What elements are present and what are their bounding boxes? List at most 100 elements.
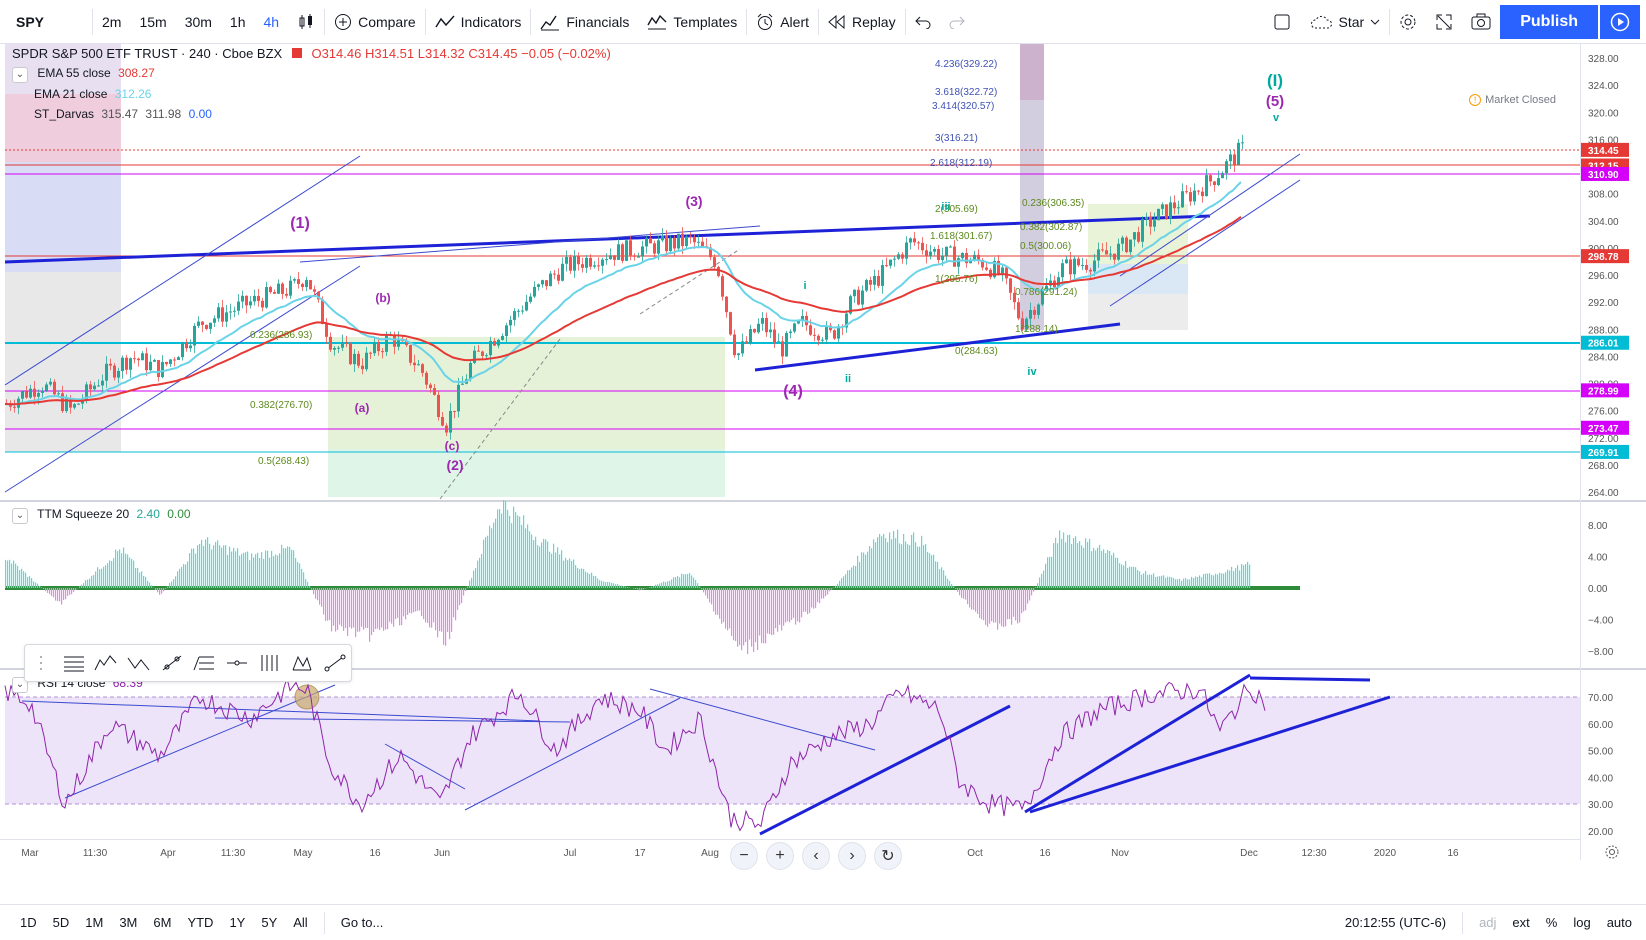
price-tag[interactable]: 314.45 [1581,142,1629,157]
rsi-trendline[interactable] [21,700,541,722]
wave-label[interactable]: (1) [290,215,310,232]
tool-fib-retracement[interactable] [58,646,91,680]
alert-button[interactable]: Alert [747,0,818,44]
range-1y[interactable]: 1Y [229,915,246,930]
fullscreen-button[interactable] [1426,0,1462,44]
range-1m[interactable]: 1M [85,915,104,930]
price-tag[interactable]: 269.91 [1581,444,1629,459]
range-5y[interactable]: 5Y [261,915,278,930]
trendline[interactable] [4,155,361,386]
undo-button[interactable] [906,0,940,44]
tool-elliott-impulse[interactable] [90,646,123,680]
wave-label[interactable]: (b) [375,291,390,305]
goto-button[interactable]: Go to... [340,915,384,930]
pane-separator[interactable] [0,500,1646,502]
symbol-search[interactable]: SPY [16,13,45,30]
collapse-legend-icon[interactable]: ⌄ [12,508,28,524]
trendline[interactable] [4,214,1211,264]
rsi-trendline[interactable] [649,688,876,751]
trendline[interactable] [1119,153,1301,277]
rsi-line[interactable] [4,676,1266,832]
collapse-legend-icon[interactable]: ⌄ [12,677,28,693]
tf-2m[interactable]: 2m [102,13,122,30]
tool-pattern[interactable] [286,646,319,680]
tool-vertical-lines[interactable] [253,646,286,680]
range-ytd[interactable]: YTD [187,915,214,930]
price-tag[interactable]: 310.90 [1581,166,1629,181]
pane-separator[interactable] [0,668,1646,670]
collapse-legend-icon[interactable]: ⌄ [12,67,28,83]
rsi-trendline[interactable] [64,684,336,799]
wave-label[interactable]: iv [1027,366,1037,378]
price-tag[interactable]: 298.78 [1581,249,1629,264]
price-tag[interactable]: 278.99 [1581,383,1629,398]
ema55-legend[interactable]: ⌄ EMA 55 close 308.27 [12,66,155,83]
wave-label[interactable]: (4) [783,383,803,400]
rsi-trendline[interactable] [1029,695,1391,814]
range-3m[interactable]: 3M [119,915,138,930]
wave-label[interactable]: (2) [446,457,463,473]
drag-handle[interactable] [25,646,58,680]
snapshot-button[interactable] [1462,0,1500,44]
tool-horizontal-line[interactable] [221,646,254,680]
rsi-marker[interactable] [294,684,320,710]
fullscreen-toggle-button[interactable] [1264,0,1300,44]
zoom-out-button[interactable]: − [730,842,758,870]
publish-button[interactable]: Publish [1500,4,1598,39]
range-all[interactable]: All [293,915,308,930]
percent-toggle[interactable]: % [1545,915,1558,930]
tf-15m[interactable]: 15m [139,13,167,30]
range-6m[interactable]: 6M [153,915,172,930]
clock[interactable]: 20:12:55 (UTC-6) [1344,915,1447,930]
rsi-trendline[interactable] [759,704,1011,836]
adj-toggle[interactable]: adj [1479,915,1497,930]
star-button[interactable]: Star [1300,0,1390,44]
trendline[interactable] [1109,179,1301,307]
tf-4h[interactable]: 4h [263,13,280,30]
darvas-legend[interactable]: ST_Darvas 315.47 311.98 0.00 [34,107,212,121]
range-1d[interactable]: 1D [20,915,37,930]
range-5d[interactable]: 5D [52,915,70,930]
financials-button[interactable]: Financials [531,0,638,44]
trendline[interactable] [754,322,1121,372]
ttm-legend[interactable]: ⌄ TTM Squeeze 20 2.40 0.00 [12,507,191,524]
wave-label[interactable]: (5) [1266,93,1284,110]
tool-trend-angle[interactable] [155,646,188,680]
templates-button[interactable]: Templates [638,0,746,44]
tool-elliott-correction[interactable] [123,646,156,680]
ext-toggle[interactable]: ext [1512,915,1530,930]
replay-button[interactable]: Replay [819,0,905,44]
wave-label[interactable]: v [1273,112,1280,124]
chart-canvas[interactable]: 4.236(329.22) 3.618(322.72) 3.414(320.57) 3… [0,40,1646,904]
settings-button[interactable] [1390,0,1426,44]
ema21-line[interactable] [4,181,1242,406]
tool-fib-extension[interactable] [188,646,221,680]
wave-label[interactable]: (I) [1267,71,1283,90]
redo-button[interactable] [940,0,974,44]
flag-icon[interactable] [291,48,302,58]
rsi-trendline[interactable] [214,717,571,723]
tf-1h[interactable]: 1h [229,13,246,30]
tf-30m[interactable]: 30m [184,13,212,30]
auto-toggle[interactable]: auto [1606,915,1632,930]
indicators-button[interactable]: Indicators [426,0,531,44]
wave-label[interactable]: i [803,280,806,292]
ema21-legend[interactable]: EMA 21 close 312.26 [34,87,151,101]
wave-label[interactable]: (3) [685,193,702,209]
rsi-trendline[interactable] [384,743,466,790]
stream-button[interactable] [1600,4,1640,39]
trendline[interactable] [299,225,761,263]
zoom-in-button[interactable]: + [766,842,794,870]
scroll-left-button[interactable]: ‹ [802,842,830,870]
scroll-right-button[interactable]: › [838,842,866,870]
wave-label[interactable]: (a) [355,401,370,415]
price-tag[interactable]: 286.01 [1581,335,1629,350]
rsi-trendline[interactable] [1249,676,1371,682]
reset-chart-button[interactable]: ↻ [874,842,902,870]
ema55-line[interactable] [4,216,1242,406]
rsi-trendline[interactable] [1024,673,1251,814]
chart-area[interactable]: 4.236(329.22) 3.618(322.72) 3.414(320.57) 3… [0,40,1646,904]
price-tag[interactable]: 273.47 [1581,420,1629,435]
chart-type-button[interactable] [288,0,324,44]
log-toggle[interactable]: log [1573,915,1591,930]
